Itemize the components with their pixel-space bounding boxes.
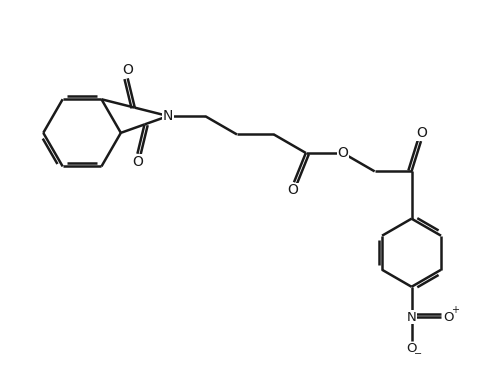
Text: O: O [132, 155, 143, 169]
Text: O: O [336, 146, 348, 160]
Text: O: O [443, 311, 453, 323]
Text: −: − [413, 349, 421, 359]
Text: O: O [122, 63, 133, 77]
Text: O: O [406, 342, 416, 355]
Text: N: N [163, 109, 173, 123]
Text: N: N [406, 311, 416, 323]
Text: O: O [287, 183, 298, 197]
Text: O: O [416, 126, 427, 140]
Text: +: + [450, 306, 457, 315]
